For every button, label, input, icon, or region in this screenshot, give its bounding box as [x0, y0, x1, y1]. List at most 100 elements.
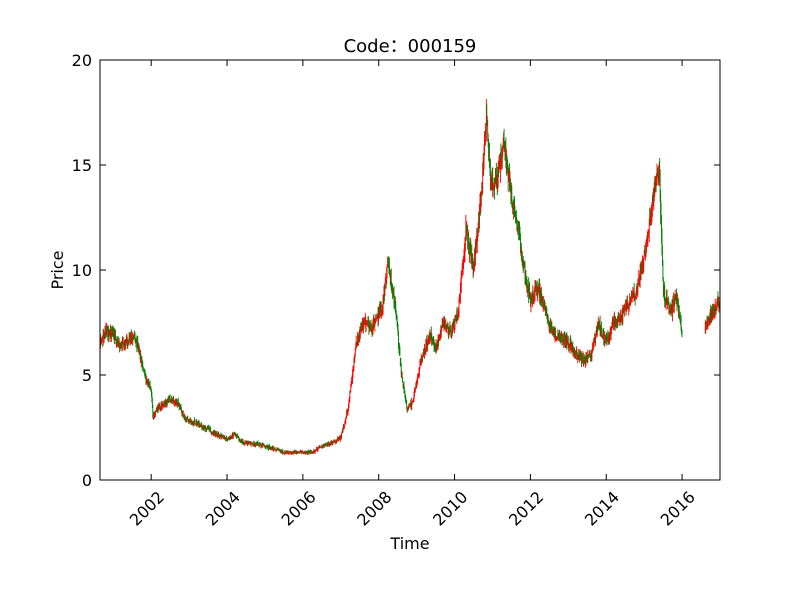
candle-body [113, 329, 114, 336]
candle-body [498, 163, 500, 169]
candle-body [523, 262, 524, 269]
candle-body [463, 257, 464, 262]
candle-body [225, 437, 226, 441]
candle-body [496, 174, 498, 179]
candle-body [575, 354, 576, 356]
candle-body [254, 444, 256, 446]
candle-body [643, 262, 644, 269]
candle-body [602, 334, 603, 337]
candle-body [203, 426, 205, 429]
candle-body [405, 399, 407, 401]
candle-body [589, 351, 591, 356]
candle-body [390, 276, 391, 279]
candle-body [531, 297, 533, 302]
candle-body [180, 406, 181, 408]
candle-body [235, 434, 236, 436]
candle-body [543, 302, 544, 306]
candle-body [121, 341, 122, 345]
candle-body [598, 324, 600, 329]
candle-body [128, 336, 130, 340]
candle-body [538, 286, 539, 291]
candle-body [241, 440, 242, 442]
candle-body [612, 323, 613, 326]
candle-body [485, 135, 486, 138]
x-tick-label: 2012 [505, 487, 547, 529]
candle-body [500, 156, 501, 171]
candle-body [678, 308, 680, 314]
candle-body [544, 303, 545, 310]
candle-body [714, 304, 716, 315]
candle-body [180, 407, 182, 410]
candle-body [595, 336, 596, 343]
candle-body [262, 444, 264, 446]
candle-body [579, 354, 581, 361]
candle-body [645, 249, 647, 253]
candle-body [661, 223, 662, 240]
candle-body [193, 422, 195, 424]
candle-body [418, 371, 420, 375]
candle-body [268, 445, 270, 449]
candle-body [583, 359, 585, 363]
candle-body [127, 339, 128, 344]
candle-body [271, 448, 272, 450]
candle-body [662, 252, 663, 265]
candle-body [161, 404, 162, 408]
candle-body [322, 446, 324, 448]
candle-body [421, 357, 423, 362]
candle-body [541, 293, 543, 302]
candle-body [487, 133, 489, 143]
candle-body [475, 245, 477, 249]
candle-body [420, 362, 421, 364]
candle-body [207, 427, 209, 429]
candle-body [413, 394, 415, 401]
candle-body [517, 230, 519, 232]
candle-body [339, 437, 341, 440]
candle-body [402, 383, 404, 388]
candle-body [221, 436, 223, 438]
candle-body [598, 322, 600, 327]
candle-body [204, 426, 206, 428]
candle-body [168, 398, 170, 400]
candle-body [611, 324, 613, 329]
candle-body [489, 154, 490, 167]
candle-body [709, 312, 711, 322]
candle-body [247, 442, 249, 445]
candle-body [222, 435, 223, 437]
candle-body [494, 184, 495, 189]
candle-body [105, 327, 107, 334]
candle-body [509, 174, 510, 188]
candle-body [239, 439, 241, 441]
candle-body [646, 239, 648, 240]
candle-body [317, 450, 318, 451]
candle-body [427, 341, 428, 347]
candle-body [414, 389, 416, 392]
candle-body [143, 368, 144, 371]
candle-body [460, 282, 462, 286]
candle-body [707, 325, 708, 327]
candle-body [167, 399, 168, 403]
candle-body [332, 442, 334, 444]
candle-body [551, 326, 553, 332]
candle-body [602, 334, 604, 336]
candle-body [244, 442, 246, 443]
candle-body [535, 286, 537, 288]
candle-body [541, 294, 542, 302]
candle-body [146, 379, 147, 383]
candle-body [255, 443, 257, 444]
candle-body [490, 184, 492, 188]
candle-body [601, 327, 602, 330]
candle-body [375, 318, 376, 323]
candle-body [476, 235, 478, 244]
candle-body [649, 216, 651, 221]
candle-body [156, 409, 158, 412]
candle-body [606, 339, 608, 343]
candle-body [381, 311, 382, 312]
candle-body [166, 400, 168, 406]
candle-body [228, 438, 230, 440]
candle-body [366, 323, 368, 325]
candle-body [336, 439, 338, 441]
candle-body [612, 322, 614, 327]
candle-body [210, 429, 211, 433]
candle-body [213, 432, 215, 434]
candle-body [436, 343, 438, 349]
